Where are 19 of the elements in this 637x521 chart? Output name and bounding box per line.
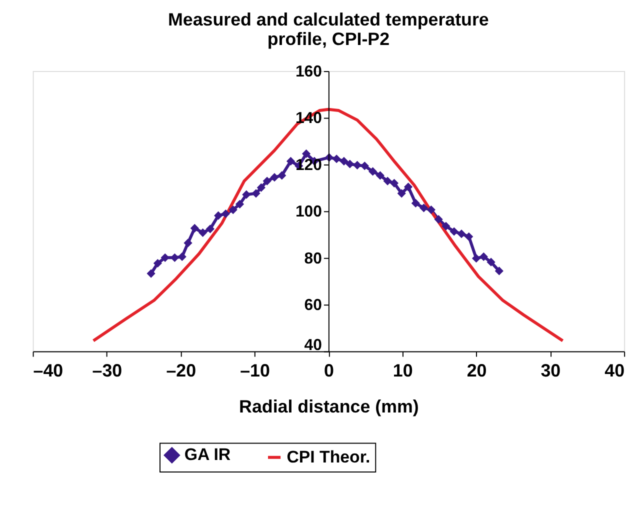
x-tick-label: –20 <box>166 360 196 381</box>
x-tick-label: 20 <box>466 360 487 381</box>
y-tick-label: 40 <box>304 336 322 354</box>
x-tick-label: 0 <box>324 360 334 381</box>
legend-label: GA IR <box>184 445 231 464</box>
y-tick-label: 160 <box>295 64 322 81</box>
y-tick-label: 60 <box>304 297 322 314</box>
text: profile, CPI-P2 <box>267 29 390 50</box>
x-axis-title: Radial distance (mm) <box>239 396 419 416</box>
y-tick-label: 100 <box>295 204 322 221</box>
legend-label: CPI Theor. <box>286 447 370 466</box>
x-tick-label: –30 <box>92 360 122 381</box>
x-tick-label: 30 <box>540 360 561 381</box>
text: Measured and calculated temperature <box>168 9 489 30</box>
x-tick-label: –40 <box>33 360 64 381</box>
x-tick-label: –10 <box>240 360 270 381</box>
x-tick-label: 10 <box>392 360 413 381</box>
x-tick-label: 40 <box>604 360 625 381</box>
y-tick-label: 80 <box>304 250 322 268</box>
